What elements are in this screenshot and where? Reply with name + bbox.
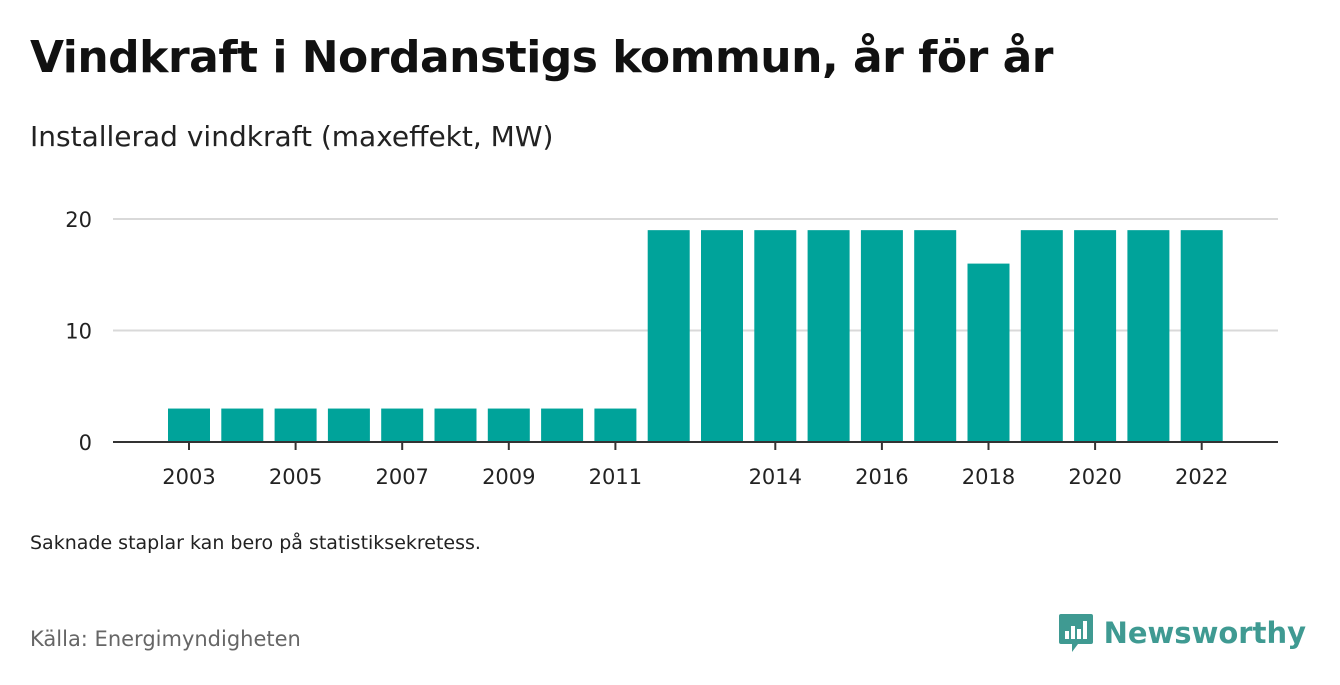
brand-logo: Newsworthy [1058, 612, 1306, 654]
bar-2021 [1127, 230, 1170, 442]
source-credit: Källa: Energimyndigheten [30, 627, 301, 651]
bar-2003 [168, 408, 210, 442]
y-tick-label: 10 [65, 320, 92, 344]
bar-2009 [487, 408, 530, 442]
bar-2017 [914, 230, 957, 442]
bar-2022 [1180, 230, 1223, 442]
y-tick-label: 20 [65, 208, 92, 232]
footnote: Saknade staplar kan bero på statistiksek… [30, 532, 481, 554]
bar-2004 [221, 408, 264, 442]
chart-title: Vindkraft i Nordanstigs kommun, år för å… [30, 32, 1053, 83]
x-tick-label: 2018 [962, 465, 1015, 489]
y-tick-label: 0 [79, 431, 92, 455]
bar-2014 [754, 230, 797, 442]
bar-2018 [967, 263, 1010, 442]
x-tick-label: 2005 [269, 465, 322, 489]
x-tick-label: 2014 [749, 465, 802, 489]
bar-2012 [647, 230, 690, 442]
bar-2006 [327, 408, 370, 442]
x-tick-label: 2016 [855, 465, 908, 489]
bar-2015 [807, 230, 850, 442]
x-tick-label: 2011 [589, 465, 642, 489]
bar-2020 [1074, 230, 1117, 442]
x-tick-label: 2009 [482, 465, 535, 489]
bar-2005 [274, 408, 317, 442]
x-tick-label: 2007 [375, 465, 428, 489]
bar-2011 [594, 408, 637, 442]
axes: 0 10 20 2003 2005 2007 2009 2011 2014 2016 2018 202… [65, 208, 1278, 489]
bar-2019 [1020, 230, 1063, 442]
bar-2010 [541, 408, 584, 442]
x-tick-label: 2020 [1068, 465, 1121, 489]
chart-subtitle: Installerad vindkraft (maxeffekt, MW) [30, 120, 554, 153]
brand-name: Newsworthy [1103, 616, 1306, 650]
bar-2016 [860, 230, 903, 442]
bars [168, 230, 1223, 442]
x-tick-label: 2022 [1175, 465, 1228, 489]
bar-2007 [381, 408, 424, 442]
bar-2013 [701, 230, 743, 442]
x-tick-label: 2003 [162, 465, 215, 489]
bar-chart: 0 10 20 2003 2005 2007 2009 2011 2014 2016 2018 202… [65, 208, 1278, 489]
bar-2008 [434, 408, 477, 442]
newsworthy-logo-icon [1058, 614, 1093, 652]
